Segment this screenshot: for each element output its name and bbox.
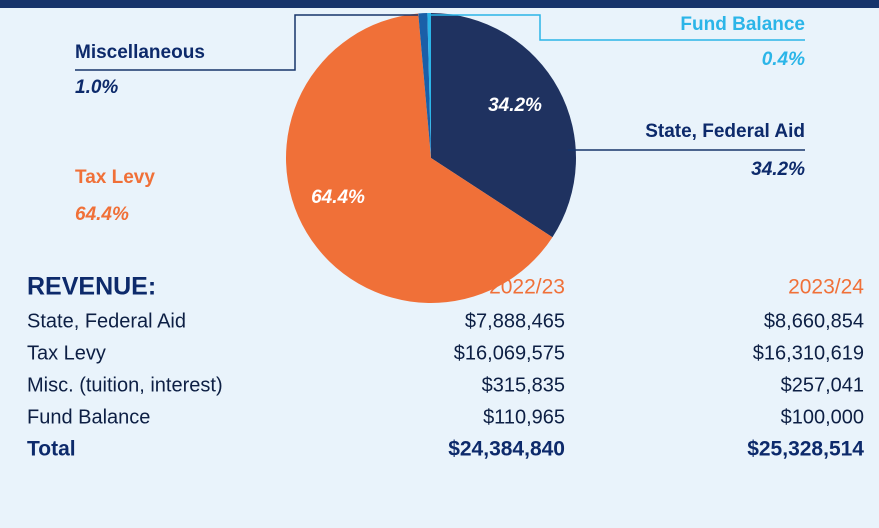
table-cell: $100,000 xyxy=(781,406,864,428)
slice-label: 34.2% xyxy=(488,95,542,116)
table-cell: $110,965 xyxy=(483,406,565,428)
top-bar xyxy=(0,0,879,8)
legend-label: Fund Balance xyxy=(680,14,805,35)
table-cell: Misc. (tuition, interest) xyxy=(27,374,223,396)
legend-label: Miscellaneous xyxy=(75,42,205,63)
table-title: REVENUE: xyxy=(27,273,156,301)
leader-line xyxy=(75,14,418,71)
pie-slice xyxy=(427,13,431,158)
table-cell: $257,041 xyxy=(781,374,864,396)
percent-label: 64.4% xyxy=(75,204,129,225)
legend-label: Tax Levy xyxy=(75,167,155,188)
percent-label: 34.2% xyxy=(751,159,805,180)
table-total: $24,384,840 xyxy=(448,438,565,461)
table-rows: State, Federal Aid $7,888,465 $8,660,854 Ta… xyxy=(27,310,864,460)
leader-line xyxy=(428,14,805,41)
column-header: 2023/24 xyxy=(788,276,864,299)
table-cell: $16,069,575 xyxy=(454,342,565,364)
pie-slice xyxy=(431,13,576,238)
percent-label: 1.0% xyxy=(75,77,118,98)
column-header: 2022/23 xyxy=(489,276,565,299)
table-cell: $8,660,854 xyxy=(764,310,864,332)
table-cell: $7,888,465 xyxy=(465,310,565,332)
table-cell: Fund Balance xyxy=(27,406,150,428)
table-total: $25,328,514 xyxy=(747,438,864,461)
table-cell: Tax Levy xyxy=(27,342,106,364)
table-cell: $315,835 xyxy=(482,374,565,396)
table-cell: State, Federal Aid xyxy=(27,310,186,332)
legend-label: State, Federal Aid xyxy=(645,121,805,142)
slice-label: 64.4% xyxy=(311,187,365,208)
percent-label: 0.4% xyxy=(762,49,805,70)
pie xyxy=(286,13,576,303)
pie-slice xyxy=(418,13,431,159)
table-total: Total xyxy=(27,438,76,461)
pie-slice xyxy=(286,13,553,303)
table-cell: $16,310,619 xyxy=(753,342,864,364)
